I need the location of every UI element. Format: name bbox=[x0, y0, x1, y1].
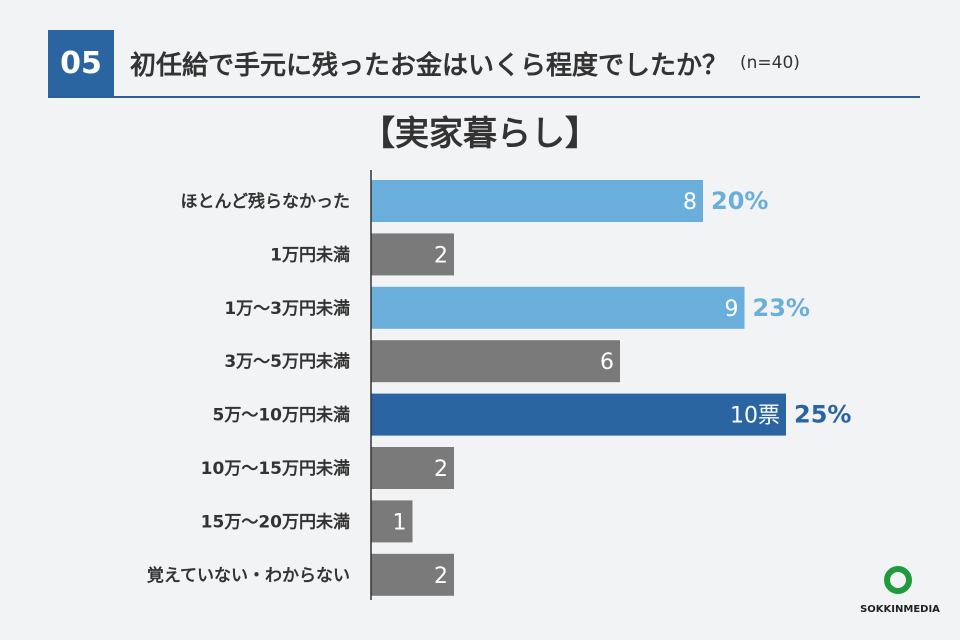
question-header: 05 初任給で手元に残ったお金はいくら程度でしたか？ (n=40) bbox=[48, 30, 920, 98]
bar bbox=[371, 393, 786, 436]
category-label: 5万〜10万円未満 bbox=[213, 405, 351, 426]
question-title: 初任給で手元に残ったお金はいくら程度でしたか？ (n=40) bbox=[130, 42, 800, 84]
chart-subtitle: 【実家暮らし】 bbox=[361, 114, 599, 154]
value-label: 9 bbox=[725, 297, 739, 322]
bar bbox=[371, 447, 454, 489]
sample-size: (n=40) bbox=[740, 53, 800, 73]
category-label: 10万〜15万円未満 bbox=[201, 458, 350, 479]
bar bbox=[371, 286, 745, 329]
question-text: 初任給で手元に残ったお金はいくら程度でしたか？ bbox=[130, 50, 729, 81]
question-number: 05 bbox=[48, 30, 114, 96]
sokkin-media-logo: SOKKINMEDIA bbox=[858, 562, 958, 632]
bar bbox=[371, 180, 703, 222]
value-label: 2 bbox=[434, 564, 448, 589]
logo-text: SOKKINMEDIA bbox=[860, 604, 940, 615]
percent-label: 20% bbox=[711, 187, 768, 215]
value-label: 1 bbox=[393, 510, 407, 535]
bar bbox=[371, 340, 620, 383]
logo-ring-icon bbox=[884, 566, 912, 594]
value-label: 10票 bbox=[730, 404, 780, 429]
percent-label: 23% bbox=[753, 294, 810, 322]
category-label: 覚えていない・わからない bbox=[147, 565, 350, 586]
category-label: 1万〜3万円未満 bbox=[224, 298, 350, 319]
bar bbox=[371, 233, 454, 276]
bar bbox=[371, 500, 413, 543]
value-label: 8 bbox=[683, 190, 697, 215]
category-label: 3万〜5万円未満 bbox=[224, 351, 350, 372]
value-label: 2 bbox=[434, 243, 448, 268]
category-label: 15万〜20万円未満 bbox=[201, 511, 350, 532]
bar bbox=[371, 553, 454, 596]
category-label: 1万円未満 bbox=[270, 244, 350, 265]
value-label: 6 bbox=[600, 350, 614, 375]
value-label: 2 bbox=[434, 457, 448, 482]
percent-label: 25% bbox=[794, 401, 851, 429]
category-label: ほとんど残らなかった bbox=[181, 191, 351, 212]
